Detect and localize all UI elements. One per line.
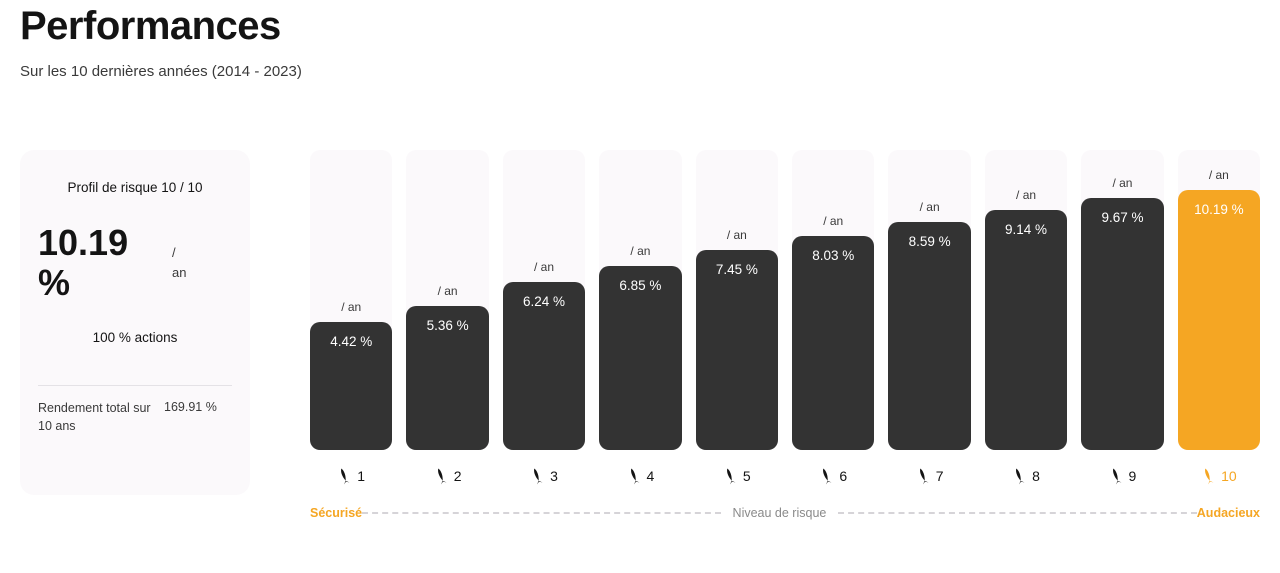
total-return-label: Rendement total sur 10 ans <box>38 400 158 435</box>
bar-index-number: 1 <box>357 468 365 484</box>
risk-bar-chart: / an 4.42 % / an 5.36 % / an 6.24 % / an 6.85 %… <box>310 150 1260 520</box>
bar-index-number: 5 <box>743 468 751 484</box>
total-return-value: 169.91 % <box>164 400 217 435</box>
annual-return-value: 10.19 % <box>38 223 158 302</box>
rocket-icon <box>1199 466 1218 486</box>
bar-slot-1[interactable]: / an 4.42 % <box>310 150 392 450</box>
bar-per-year-label: / an <box>985 188 1067 202</box>
bar-5: 7.45 % <box>696 250 778 450</box>
page-subtitle: Sur les 10 dernières années (2014 - 2023… <box>20 63 1260 80</box>
allocation-label: 100 % actions <box>38 330 232 345</box>
rocket-icon <box>817 466 836 486</box>
divider <box>38 385 232 386</box>
bar-3: 6.24 % <box>503 282 585 450</box>
summary-card: Profil de risque 10 / 10 10.19 % / an 10… <box>20 150 250 495</box>
bar-slot-10[interactable]: / an 10.19 % <box>1178 150 1260 450</box>
bar-index-label-3[interactable]: 3 <box>503 468 585 484</box>
rocket-icon <box>624 466 643 486</box>
bar-index-label-7[interactable]: 7 <box>888 468 970 484</box>
bar-9: 9.67 % <box>1081 198 1163 450</box>
bar-index-number: 2 <box>454 468 462 484</box>
rocket-icon <box>1106 466 1125 486</box>
bar-slot-8[interactable]: / an 9.14 % <box>985 150 1067 450</box>
legend-left: Sécurisé <box>310 506 362 520</box>
bar-index-number: 7 <box>936 468 944 484</box>
rocket-icon <box>528 466 547 486</box>
bar-per-year-label: / an <box>310 300 392 314</box>
bar-index-label-2[interactable]: 2 <box>406 468 488 484</box>
bar-10: 10.19 % <box>1178 190 1260 450</box>
bar-4: 6.85 % <box>599 266 681 450</box>
bar-per-year-label: / an <box>599 244 681 258</box>
legend-right: Audacieux <box>1197 506 1260 520</box>
bar-2: 5.36 % <box>406 306 488 450</box>
bar-index-number: 6 <box>839 468 847 484</box>
bar-slot-7[interactable]: / an 8.59 % <box>888 150 970 450</box>
bar-per-year-label: / an <box>1081 176 1163 190</box>
per-year-label: / an <box>172 243 186 282</box>
rocket-icon <box>721 466 740 486</box>
bar-index-label-8[interactable]: 8 <box>985 468 1067 484</box>
bar-slot-3[interactable]: / an 6.24 % <box>503 150 585 450</box>
rocket-icon <box>1010 466 1029 486</box>
bar-index-number: 3 <box>550 468 558 484</box>
bar-1: 4.42 % <box>310 322 392 450</box>
bar-per-year-label: / an <box>406 284 488 298</box>
bar-index-label-9[interactable]: 9 <box>1081 468 1163 484</box>
bar-index-label-5[interactable]: 5 <box>696 468 778 484</box>
bar-slot-4[interactable]: / an 6.85 % <box>599 150 681 450</box>
rocket-icon <box>431 466 450 486</box>
per-year-unit: an <box>172 265 186 280</box>
bar-8: 9.14 % <box>985 210 1067 450</box>
bar-slot-5[interactable]: / an 7.45 % <box>696 150 778 450</box>
bar-per-year-label: / an <box>696 228 778 242</box>
rocket-icon <box>335 466 354 486</box>
bar-slot-6[interactable]: / an 8.03 % <box>792 150 874 450</box>
bar-index-number: 8 <box>1032 468 1040 484</box>
page-title: Performances <box>20 4 1260 49</box>
bar-index-label-10[interactable]: 10 <box>1178 468 1260 484</box>
legend-center: Niveau de risque <box>721 506 839 520</box>
bar-6: 8.03 % <box>792 236 874 450</box>
bar-index-label-1[interactable]: 1 <box>310 468 392 484</box>
bar-index-label-6[interactable]: 6 <box>792 468 874 484</box>
risk-profile-label: Profil de risque 10 / 10 <box>38 180 232 195</box>
rocket-icon <box>913 466 932 486</box>
total-return-row: Rendement total sur 10 ans 169.91 % <box>38 400 232 435</box>
bar-index-label-4[interactable]: 4 <box>599 468 681 484</box>
bar-index-number: 9 <box>1129 468 1137 484</box>
bar-per-year-label: / an <box>1178 168 1260 182</box>
bar-index-number: 4 <box>647 468 655 484</box>
bar-slot-2[interactable]: / an 5.36 % <box>406 150 488 450</box>
per-year-slash: / <box>172 243 186 263</box>
bar-7: 8.59 % <box>888 222 970 450</box>
bar-per-year-label: / an <box>792 214 874 228</box>
bar-index-number: 10 <box>1221 468 1237 484</box>
bar-per-year-label: / an <box>888 200 970 214</box>
risk-legend: Sécurisé Niveau de risque Audacieux <box>310 506 1260 520</box>
legend-dash <box>362 512 720 514</box>
bar-slot-9[interactable]: / an 9.67 % <box>1081 150 1163 450</box>
bar-per-year-label: / an <box>503 260 585 274</box>
legend-dash <box>838 512 1196 514</box>
